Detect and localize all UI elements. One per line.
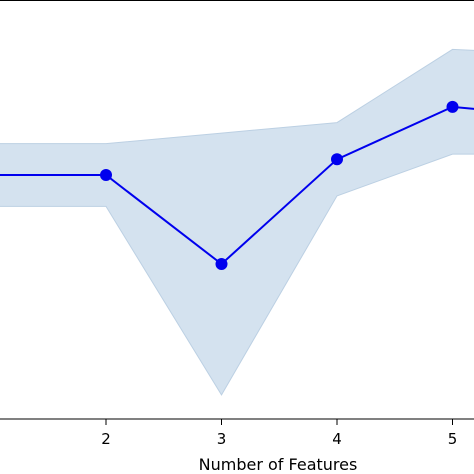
x-axis-label: Number of Features [199,455,358,474]
x-tick-label: 4 [332,430,342,448]
confidence-band [0,48,474,396]
data-point [331,153,343,166]
x-tick-label: 2 [101,430,111,448]
data-point [215,258,228,270]
x-tick-label: 3 [217,430,227,448]
series-line [0,105,474,266]
plot-area [0,48,474,396]
x-axis-ticks: 2 3 4 5 [101,419,457,448]
data-points [100,100,459,270]
x-tick-label: 5 [448,430,458,448]
data-point [100,169,112,181]
data-point [446,100,459,113]
